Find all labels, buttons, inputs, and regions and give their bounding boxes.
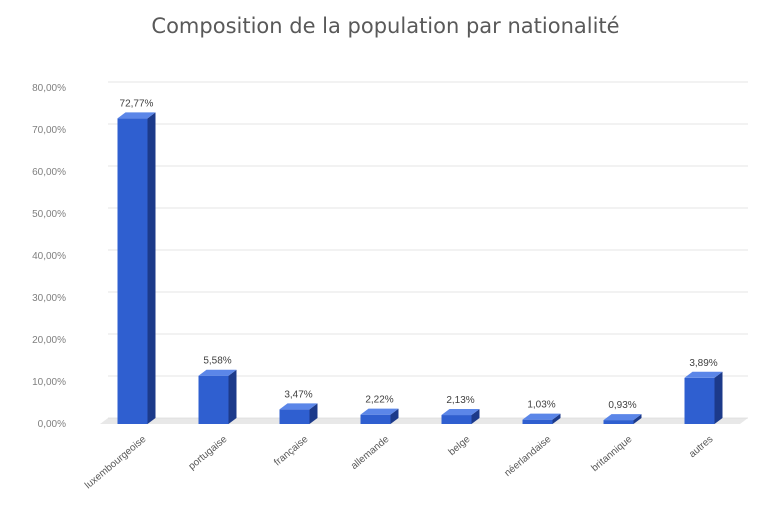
x-tick-label: britannique [589, 434, 634, 475]
bar-top [198, 369, 237, 376]
bar-side [471, 409, 480, 424]
bar-side [309, 403, 318, 424]
x-tick-label: allemande [349, 434, 392, 472]
y-tick-label: 20,00% [32, 335, 66, 346]
data-label: 0,93% [608, 400, 636, 411]
x-tick-label: belge [447, 434, 473, 458]
bar [360, 414, 391, 424]
bar [279, 409, 310, 424]
data-label: 3,47% [284, 389, 312, 400]
bar-side [714, 371, 723, 424]
data-label: 2,13% [446, 395, 474, 406]
y-tick-label: 30,00% [32, 293, 66, 304]
y-tick-label: 60,00% [32, 167, 66, 178]
bar-side [633, 414, 642, 424]
bar-side [390, 408, 399, 424]
bar-top [684, 371, 723, 378]
bar [603, 420, 634, 424]
chart-floor [100, 418, 748, 424]
bar [522, 419, 553, 424]
bar-side [228, 369, 237, 424]
bar [117, 118, 148, 424]
y-tick-label: 0,00% [38, 419, 66, 430]
bar-top [522, 413, 561, 420]
bar-top [117, 112, 156, 119]
data-label: 5,58% [203, 356, 231, 367]
bar-top [603, 414, 642, 421]
data-label: 3,89% [689, 358, 717, 369]
bar [684, 377, 715, 424]
x-tick-label: néerlandaise [502, 434, 553, 480]
bar-top [441, 409, 480, 416]
bar-side [552, 413, 561, 424]
data-label: 72,77% [120, 98, 154, 109]
bar [198, 375, 229, 424]
y-tick-label: 50,00% [32, 209, 66, 220]
bar [441, 415, 472, 424]
x-tick-label: luxembourgeoise [83, 434, 149, 492]
chart-title: Composition de la population par nationa… [151, 14, 620, 38]
y-tick-label: 40,00% [32, 251, 66, 262]
data-label: 1,03% [527, 400, 555, 411]
y-tick-label: 80,00% [32, 83, 66, 94]
bar-top [279, 403, 318, 410]
bar-top [360, 408, 399, 415]
x-tick-label: française [272, 434, 310, 469]
y-tick-label: 10,00% [32, 377, 66, 388]
y-tick-label: 70,00% [32, 125, 66, 136]
bar-side [147, 112, 156, 424]
x-tick-label: portugaise [187, 434, 230, 473]
x-tick-label: autres [687, 434, 715, 460]
data-label: 2,22% [365, 395, 393, 406]
